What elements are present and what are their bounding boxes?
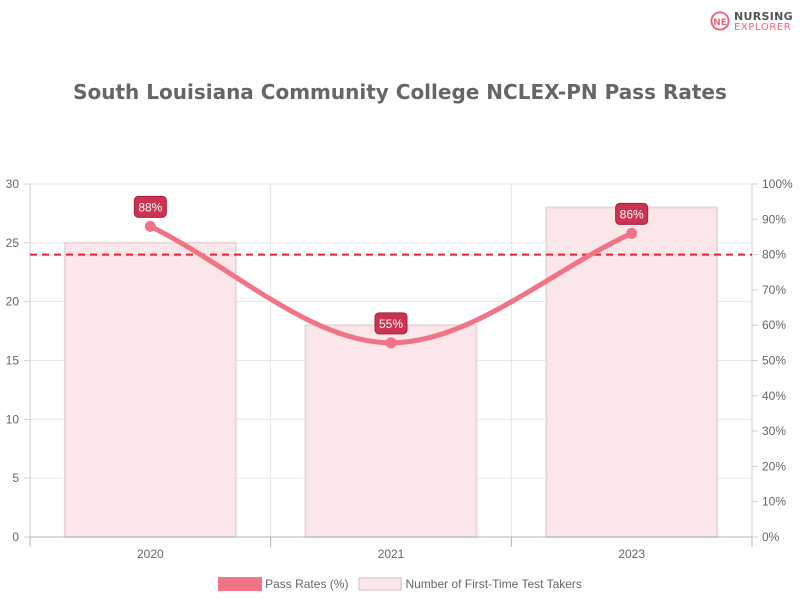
pass-rate-point-2023[interactable]	[626, 227, 638, 239]
bar-2020[interactable]	[63, 241, 237, 538]
chart-legend: Pass Rates (%) Number of First-Time Test…	[0, 575, 800, 593]
line-series-layer	[144, 220, 638, 349]
right-axis-tick-label: 80%	[762, 248, 786, 262]
brand-name-line1: NURSING	[734, 10, 793, 23]
brand-logo: NE NURSING EXPLORER	[710, 9, 793, 35]
brand-mark-icon: NE	[710, 11, 730, 31]
right-axis-tick-label: 20%	[762, 459, 786, 473]
right-axis-tick-label: 60%	[762, 318, 786, 332]
brand-name-line2: EXPLORER	[734, 22, 792, 33]
right-axis-tick-label: 70%	[762, 283, 786, 297]
pass-rate-point-2020[interactable]	[144, 220, 156, 232]
legend-label-test-takers: Number of First-Time Test Takers	[405, 577, 582, 591]
legend-swatch-test-takers	[358, 577, 403, 591]
data-label-box	[615, 202, 649, 225]
right-axis-tick-label: 90%	[762, 212, 786, 226]
right-axis-tick-label: 10%	[762, 495, 786, 509]
right-axis-tick-label: 100%	[762, 177, 793, 191]
legend-label-pass-rates: Pass Rates (%)	[265, 577, 349, 591]
left-axis-tick-label: 0	[12, 530, 19, 544]
right-axis-tick-label: 50%	[762, 354, 786, 368]
legend-swatch-pass-rates	[218, 577, 263, 591]
data-label: 55%	[379, 317, 403, 331]
legend-item-pass-rates[interactable]: Pass Rates (%)	[218, 577, 348, 591]
bar-2021[interactable]	[304, 324, 478, 539]
right-axis-tick-label: 0%	[762, 530, 780, 544]
x-axis-tick-label: 2023	[618, 547, 645, 561]
axis-layer: 0 5 10 15 20 25 30 0% 10% 20% 30% 40% 50% 60% 70% 80% 90…	[6, 177, 793, 561]
data-label-box	[133, 195, 167, 218]
x-axis-tick-label: 2021	[378, 547, 405, 561]
left-axis-tick-label: 20	[6, 295, 20, 309]
brand-mark-initials: NE	[713, 18, 727, 28]
pass-rate-point-2021[interactable]	[385, 337, 397, 349]
chart-title: South Louisiana Community College NCLEX-…	[73, 80, 727, 104]
data-label-box	[374, 312, 408, 335]
left-axis-tick-label: 5	[12, 471, 19, 485]
data-label-layer: 88% 55% 86%	[133, 195, 649, 335]
data-label: 86%	[620, 207, 644, 221]
x-axis-tick-label: 2020	[137, 547, 164, 561]
left-axis-tick-label: 25	[6, 236, 20, 250]
bar-2023[interactable]	[545, 206, 719, 539]
left-axis-tick-label: 10	[6, 412, 20, 426]
bar-layer	[63, 206, 719, 539]
legend-item-test-takers[interactable]: Number of First-Time Test Takers	[358, 577, 582, 591]
left-axis-tick-label: 15	[6, 354, 20, 368]
data-label: 88%	[138, 200, 162, 214]
right-axis-tick-label: 40%	[762, 389, 786, 403]
left-axis-tick-label: 30	[6, 177, 20, 191]
right-axis-tick-label: 30%	[762, 424, 786, 438]
